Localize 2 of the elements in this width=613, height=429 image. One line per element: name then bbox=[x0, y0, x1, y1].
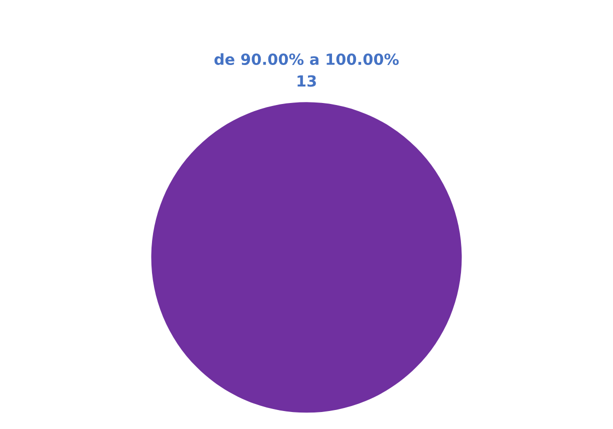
data-label: 13 bbox=[298, 75, 316, 87]
slice-label: de 90.00% a 100.00% bbox=[214, 53, 399, 66]
